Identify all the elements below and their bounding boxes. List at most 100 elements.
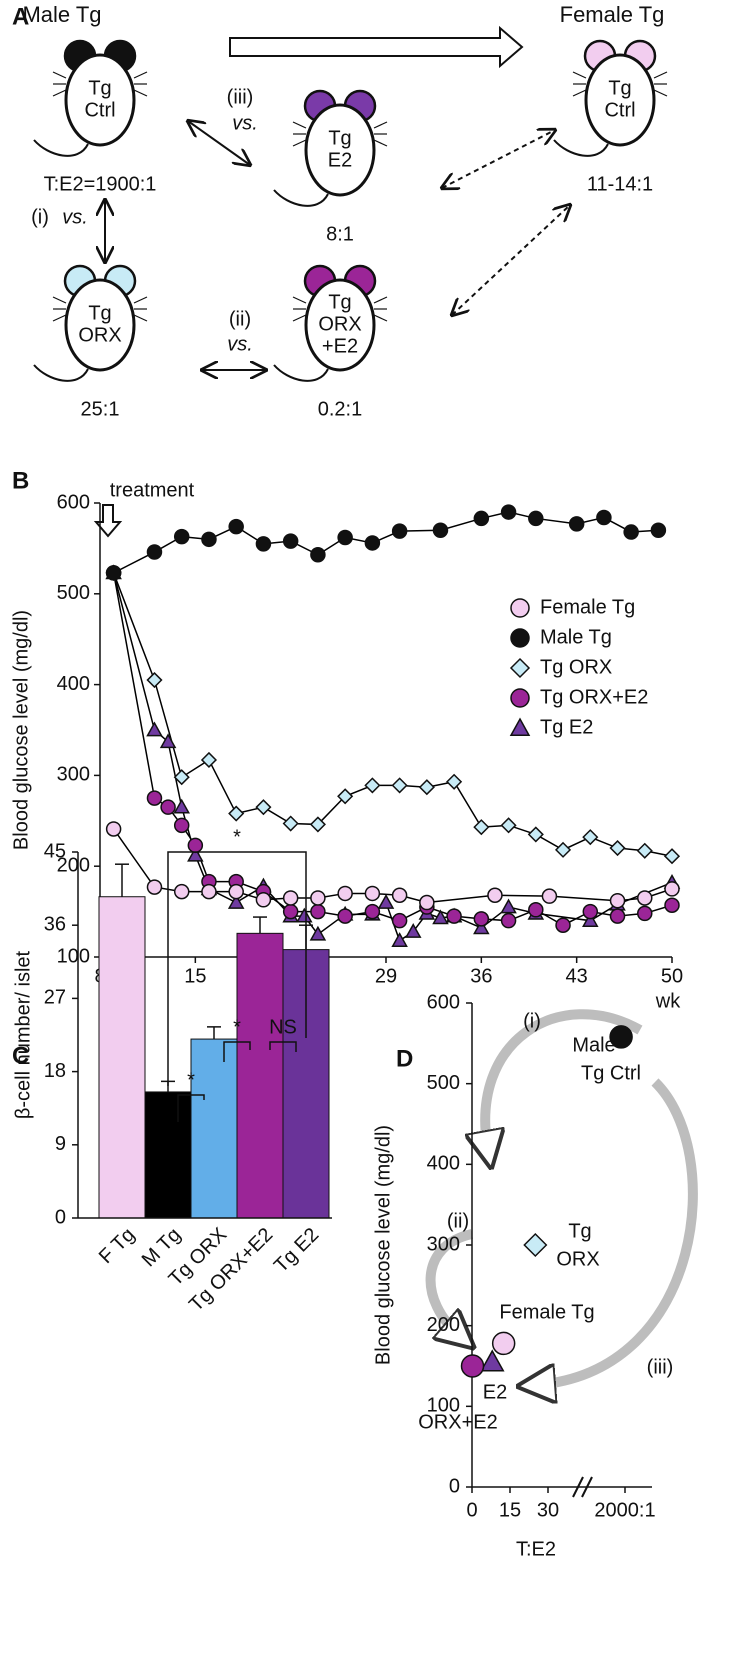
comparison-vs: vs.	[62, 206, 88, 228]
whisker	[52, 89, 67, 97]
mouse-body	[584, 53, 656, 147]
marker-circle	[364, 885, 381, 902]
marker-diamond	[500, 817, 517, 834]
marker-circle	[609, 908, 626, 924]
legend-label: Female Tg	[540, 596, 635, 618]
marker-circle	[173, 817, 190, 834]
y-tick-label: 9	[55, 1133, 66, 1155]
marker-circle	[650, 522, 667, 538]
whisker	[52, 71, 67, 79]
marker-circle	[596, 509, 612, 526]
marker-circle	[473, 911, 490, 927]
marker-triangle	[500, 898, 517, 914]
whisker	[292, 296, 307, 304]
mouse-label: +E2	[322, 335, 358, 357]
mouse-tail	[273, 189, 329, 207]
marker-diamond	[255, 799, 272, 816]
point-label: ORX	[556, 1248, 599, 1270]
y-tick-label: 400	[57, 673, 90, 695]
panel-label: D	[396, 1045, 413, 1072]
point-label: Male	[572, 1034, 615, 1056]
y-tick-label: 27	[44, 987, 66, 1009]
marker-circle	[541, 888, 558, 904]
marker-diamond	[146, 671, 163, 689]
marker-triangle	[146, 721, 163, 737]
mouse-label: ORX	[318, 313, 361, 335]
marker-circle	[419, 894, 435, 911]
marker-circle	[568, 516, 585, 532]
x-tick-label: 15	[499, 1499, 521, 1521]
marker-circle	[391, 912, 408, 929]
marker-diamond	[663, 848, 681, 865]
marker-circle	[391, 887, 408, 904]
ratio-label: 11-14:1	[587, 173, 653, 195]
marker-circle	[664, 881, 680, 897]
marker-circle	[337, 885, 353, 902]
mouse-label: Tg	[88, 77, 111, 99]
marker-diamond	[391, 777, 408, 794]
marker-circle	[510, 688, 530, 708]
mouse-body	[64, 278, 136, 372]
marker-circle	[364, 535, 381, 551]
mouse-body	[304, 103, 376, 197]
ratio-label: 25:1	[81, 398, 120, 420]
x-tick-label: 36	[470, 965, 492, 987]
marker-circle	[500, 504, 517, 520]
whisker	[373, 314, 388, 322]
point-label: Female Tg	[499, 1301, 594, 1323]
point-label: Tg	[568, 1220, 591, 1242]
point-label: ORX+E2	[418, 1411, 497, 1433]
mouse-label: Ctrl	[84, 99, 115, 121]
x-tick-label: F Tg	[95, 1224, 139, 1268]
marker-triangle	[432, 909, 449, 925]
legend-label: Tg ORX	[540, 656, 612, 678]
marker-circle	[623, 524, 639, 540]
y-tick-label: 300	[427, 1233, 460, 1255]
point-label: Tg Ctrl	[581, 1062, 641, 1084]
ratio-label: 8:1	[326, 223, 354, 245]
y-tick-label: 100	[427, 1395, 460, 1417]
treatment-arrow	[93, 504, 123, 538]
significance-bracket	[269, 1041, 297, 1052]
mouse-body	[64, 53, 136, 147]
x-tick-label: 0	[466, 1499, 477, 1521]
marker-circle	[255, 892, 272, 908]
arrow-label: (iii)	[647, 1356, 674, 1378]
significance-label: *	[187, 1069, 195, 1091]
comparison-label: (i)	[31, 206, 49, 228]
whisker	[292, 121, 307, 129]
marker-triangle	[227, 893, 245, 909]
whisker	[133, 71, 148, 79]
marker-diamond	[337, 788, 354, 805]
marker-circle	[337, 908, 353, 924]
marker-diamond	[473, 819, 490, 836]
whisker	[133, 89, 148, 97]
legend-label: Tg E2	[540, 716, 593, 738]
y-tick-label: 36	[44, 913, 66, 935]
marker-triangle	[509, 717, 531, 736]
marker-circle	[201, 531, 217, 548]
significance-bracket	[223, 1041, 251, 1062]
y-tick-label: 400	[427, 1153, 460, 1175]
dashed-arrow	[442, 130, 555, 188]
x-tick-label: 43	[566, 965, 588, 987]
arrow-label: (ii)	[447, 1210, 469, 1232]
mouse-label: E2	[328, 149, 352, 171]
marker-circle	[510, 628, 530, 648]
y-tick-label: 100	[57, 945, 90, 967]
marker-circle	[146, 879, 163, 895]
marker-circle	[282, 890, 299, 906]
marker-circle	[337, 529, 353, 546]
marker-circle	[500, 912, 517, 929]
marker-diamond	[200, 751, 218, 769]
bar	[144, 1091, 192, 1219]
point-label: E2	[483, 1381, 507, 1403]
marker-circle	[255, 536, 272, 552]
marker-circle	[664, 897, 680, 913]
whisker	[373, 296, 388, 304]
arrow-label: (i)	[523, 1010, 541, 1032]
y-axis-label: Blood glucose level (mg/dl)	[372, 1125, 394, 1365]
x-tick-label: 2000:1	[594, 1499, 655, 1521]
marker-diamond	[173, 769, 190, 786]
